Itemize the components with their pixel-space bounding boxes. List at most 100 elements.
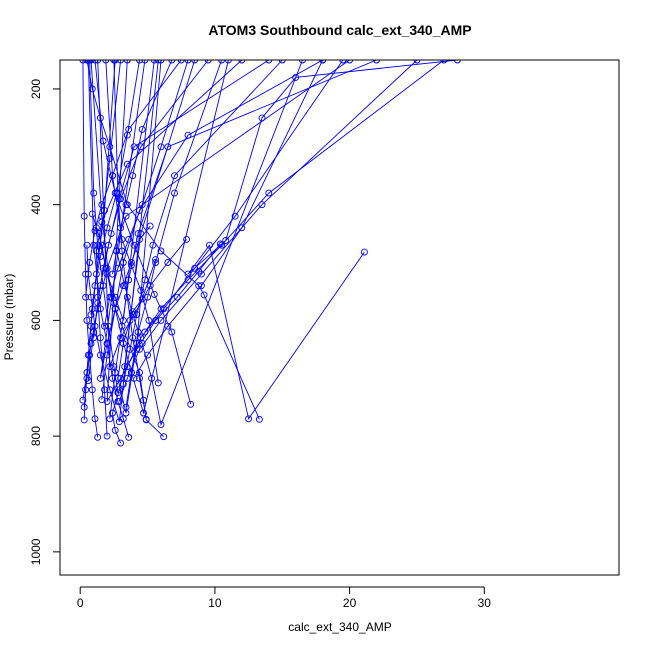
data-point [96, 374, 104, 382]
data-point [144, 351, 152, 359]
data-point [183, 235, 191, 243]
data-point [79, 396, 87, 404]
data-point [114, 389, 122, 397]
data-point [103, 432, 111, 440]
data-point [87, 293, 95, 301]
data-point [94, 60, 102, 64]
data-point [278, 60, 286, 64]
data-point [96, 253, 104, 261]
data-point [127, 259, 135, 266]
data-point [157, 316, 165, 324]
data-point [107, 230, 115, 238]
series-line [144, 60, 445, 333]
series-29 [80, 60, 354, 411]
series-line [90, 60, 165, 438]
data-point [106, 386, 114, 394]
data-point [137, 334, 145, 342]
data-point [164, 322, 172, 330]
series-34 [101, 60, 192, 330]
data-point [80, 212, 88, 220]
x-tick-label: 20 [343, 596, 357, 610]
data-point [103, 224, 111, 232]
y-tick-label: 600 [29, 310, 43, 330]
data-point [141, 60, 149, 64]
series-line [116, 60, 303, 427]
data-point [103, 264, 111, 272]
data-point [90, 189, 98, 197]
data-point [245, 415, 253, 423]
data-point [88, 386, 96, 394]
data-point [154, 379, 162, 387]
data-point [265, 189, 273, 197]
data-point [83, 241, 91, 249]
data-point [101, 322, 108, 330]
data-point [197, 282, 205, 290]
data-point [157, 247, 165, 255]
data-point [191, 60, 199, 64]
data-point [138, 201, 146, 209]
data-point [164, 259, 172, 266]
data-point [113, 247, 121, 255]
data-point [113, 189, 121, 197]
data-point [92, 247, 100, 255]
data-point [117, 60, 125, 64]
data-point [86, 259, 94, 266]
series-line [187, 60, 458, 420]
data-point [115, 397, 123, 405]
data-point [98, 218, 106, 226]
data-point [115, 418, 123, 426]
data-point [231, 212, 239, 220]
data-point [130, 143, 138, 151]
data-point [200, 291, 208, 299]
data-point [88, 210, 96, 218]
data-point [184, 60, 192, 64]
series-line [125, 60, 223, 408]
data-point [157, 305, 165, 313]
data-point [106, 143, 114, 151]
data-point [91, 415, 99, 423]
data-point [79, 60, 87, 64]
data-point [413, 60, 421, 64]
data-point [168, 328, 176, 336]
data-point [123, 363, 131, 371]
data-point [160, 433, 168, 441]
y-tick-label: 1000 [29, 538, 43, 565]
data-point [258, 201, 266, 209]
data-point [292, 73, 300, 81]
data-point [123, 131, 131, 139]
data-point [299, 60, 306, 64]
series-31 [130, 60, 327, 382]
data-point [94, 305, 102, 313]
data-point [146, 282, 154, 290]
data-point [90, 334, 98, 342]
data-point [86, 60, 94, 64]
data-point [319, 60, 327, 64]
data-point [150, 60, 158, 64]
data-point [123, 374, 131, 382]
x-tick-label: 10 [208, 596, 222, 610]
data-point [168, 60, 176, 64]
data-point [80, 416, 88, 424]
data-point [138, 125, 146, 133]
data-point [440, 60, 448, 64]
data-point [238, 224, 246, 232]
x-axis-label: calc_ext_340_AMP [288, 620, 391, 634]
series-line [94, 60, 192, 405]
data-point [123, 60, 131, 64]
series-line [98, 60, 229, 415]
data-point [134, 328, 142, 336]
x-tick-label: 30 [478, 596, 492, 610]
series-line [126, 60, 344, 367]
y-tick-label: 800 [29, 426, 43, 446]
y-tick-label: 400 [29, 194, 43, 214]
series-2 [83, 60, 263, 423]
data-point [146, 222, 154, 230]
series-layer [79, 60, 461, 447]
data-point [114, 264, 122, 272]
data-point [106, 293, 114, 301]
data-point [105, 241, 112, 249]
data-point [224, 60, 232, 64]
y-axis: 200 400 600 800 1000 [29, 79, 61, 565]
data-point [177, 60, 185, 64]
series-line [118, 60, 418, 402]
